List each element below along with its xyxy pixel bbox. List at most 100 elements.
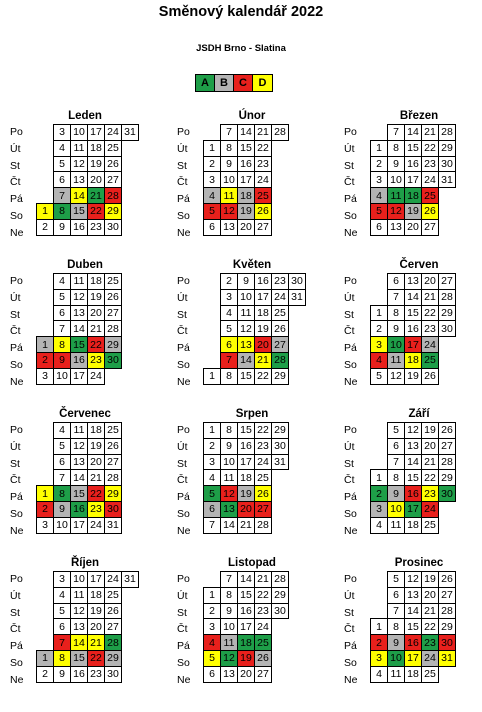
day-cell: 12 xyxy=(404,571,422,588)
day-cell: 23 xyxy=(254,155,272,173)
day-cell: 13 xyxy=(220,665,238,683)
month-title: Červenec xyxy=(59,408,111,420)
empty-cell xyxy=(122,486,139,502)
empty-cell xyxy=(122,470,139,486)
month-title: Červen xyxy=(399,259,439,271)
weekday-label: St xyxy=(177,457,187,470)
empty-cell xyxy=(371,125,388,141)
day-cell: 28 xyxy=(438,602,456,620)
empty-cell xyxy=(289,140,306,156)
day-cell: 19 xyxy=(254,320,272,338)
day-cell: 14 xyxy=(70,320,88,338)
day-cell: 12 xyxy=(70,437,88,455)
day-cell: 28 xyxy=(254,516,272,534)
day-cell: 23 xyxy=(87,665,105,683)
weekday-label: Út xyxy=(10,291,21,304)
day-cell: 22 xyxy=(87,485,105,502)
day-cell: 26 xyxy=(271,320,289,338)
month-days-table: 7 14 21 28 1 8 15 22 2 9 16 23 3 10 17 24 4 11 18 25 5 12 19 26… xyxy=(203,124,306,236)
empty-cell xyxy=(456,572,473,588)
empty-cell xyxy=(122,203,139,219)
weekday-label: Čt xyxy=(344,623,355,636)
day-cell: 15 xyxy=(70,336,88,353)
day-cell: 25 xyxy=(421,187,439,204)
empty-cell xyxy=(456,274,473,290)
day-cell: 11 xyxy=(387,665,405,683)
weekday-label: St xyxy=(10,159,20,172)
day-cell: 15 xyxy=(404,469,422,487)
day-cell: 5 xyxy=(203,202,221,220)
month-days-table: 7 14 21 28 1 8 15 22 29 2 9 16 23 30 3 10 17 24 4 11 18 25 5 12… xyxy=(203,571,306,683)
day-cell: 7 xyxy=(53,320,71,338)
day-cell: 13 xyxy=(220,218,238,236)
day-cell: 23 xyxy=(87,218,105,236)
day-cell: 15 xyxy=(404,139,422,157)
weekday-label: Ne xyxy=(177,226,191,239)
empty-cell xyxy=(439,352,456,368)
empty-cell xyxy=(122,172,139,188)
day-cell: 16 xyxy=(237,602,255,620)
day-cell: 19 xyxy=(237,649,255,667)
day-cell: 21 xyxy=(421,602,439,620)
weekday-label: St xyxy=(344,308,354,321)
weekday-label: So xyxy=(344,656,357,669)
empty-cell xyxy=(122,305,139,321)
day-cell: 14 xyxy=(70,634,88,651)
empty-cell xyxy=(289,517,306,533)
day-cell: 2 xyxy=(370,320,388,338)
day-cell: 21 xyxy=(254,124,272,141)
weekday-label: Út xyxy=(177,589,188,602)
day-cell: 8 xyxy=(53,336,71,353)
empty-cell xyxy=(204,337,221,353)
empty-cell xyxy=(204,352,221,368)
empty-cell xyxy=(456,650,473,666)
weekday-label: Ne xyxy=(344,524,358,537)
day-cell: 7 xyxy=(387,602,405,620)
empty-cell xyxy=(371,587,388,603)
day-cell: 25 xyxy=(254,469,272,487)
day-cell: 18 xyxy=(87,586,105,604)
empty-cell xyxy=(272,140,289,156)
empty-cell xyxy=(289,305,306,321)
day-cell: 4 xyxy=(53,139,71,157)
empty-cell xyxy=(289,619,306,635)
day-cell: 13 xyxy=(387,218,405,236)
day-cell: 22 xyxy=(87,649,105,667)
day-cell: 24 xyxy=(87,367,105,385)
empty-cell xyxy=(122,438,139,454)
month-title: Leden xyxy=(68,110,102,122)
month-title: Prosinec xyxy=(394,557,444,569)
day-cell: 4 xyxy=(53,273,71,290)
day-cell: 31 xyxy=(438,171,456,189)
day-cell: 10 xyxy=(387,171,405,189)
empty-cell xyxy=(122,635,139,651)
weekday-label: Po xyxy=(10,275,23,287)
month-title: Březen xyxy=(399,110,439,122)
day-cell: 6 xyxy=(387,586,405,604)
day-cell: 16 xyxy=(404,485,422,502)
weekday-label: Čt xyxy=(177,325,188,338)
day-cell: 10 xyxy=(387,500,405,518)
weekday-label: Út xyxy=(344,291,355,304)
weekday-label: Pá xyxy=(344,640,357,653)
day-cell: 23 xyxy=(421,155,439,173)
day-cell: 11 xyxy=(387,187,405,204)
day-cell: 17 xyxy=(404,500,422,518)
empty-cell xyxy=(456,423,473,439)
day-cell: 8 xyxy=(53,202,71,220)
day-cell: 13 xyxy=(70,453,88,471)
day-cell: 23 xyxy=(421,485,439,502)
day-cell: 29 xyxy=(104,336,122,353)
day-cell: 12 xyxy=(70,288,88,306)
day-cell: 9 xyxy=(53,665,71,683)
day-cell: 11 xyxy=(70,422,88,439)
weekday-label: Ne xyxy=(10,673,24,686)
empty-cell xyxy=(204,289,221,305)
day-cell: 3 xyxy=(36,367,54,385)
empty-cell xyxy=(122,587,139,603)
day-cell: 19 xyxy=(87,155,105,173)
day-cell: 20 xyxy=(87,453,105,471)
day-cell: 9 xyxy=(387,634,405,651)
day-cell: 29 xyxy=(438,469,456,487)
day-cell: 4 xyxy=(203,634,221,651)
